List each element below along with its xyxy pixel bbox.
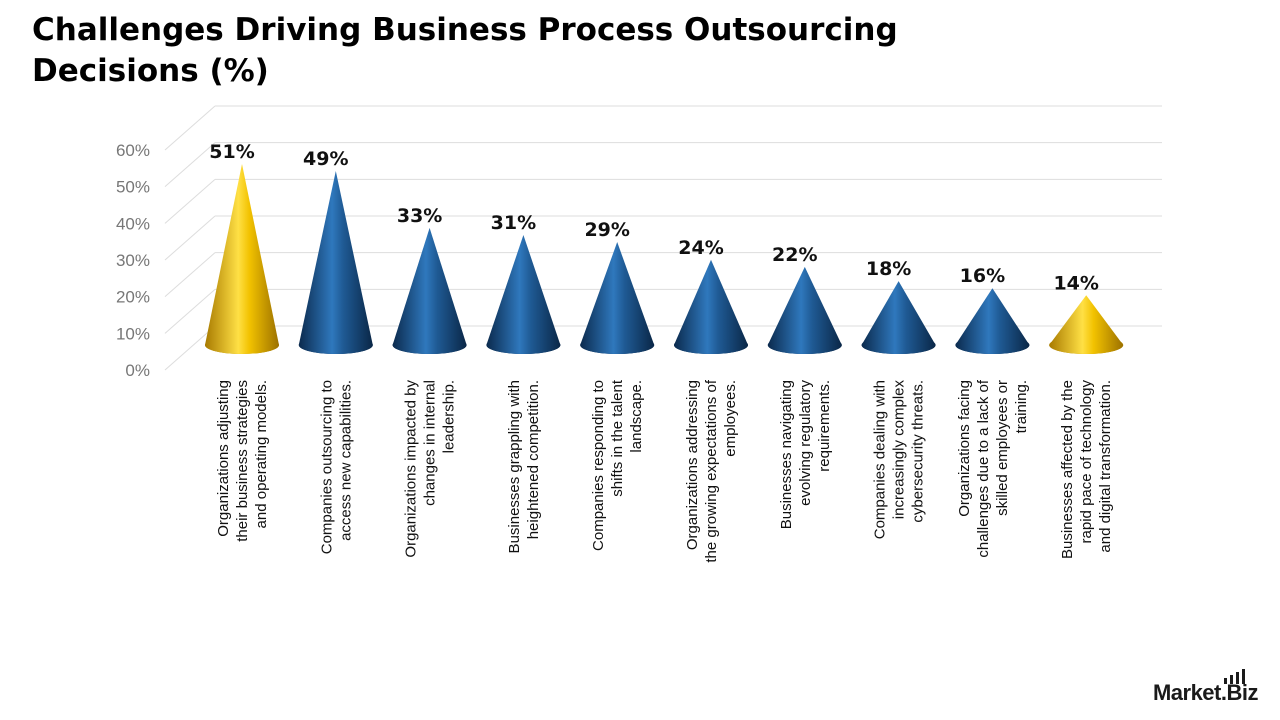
data-label: 22% bbox=[772, 244, 817, 266]
gridline-depth bbox=[164, 215, 216, 261]
cone-bar bbox=[392, 227, 467, 354]
cone-body bbox=[298, 171, 373, 354]
category-label: Companies dealing with increasingly compl… bbox=[872, 380, 927, 540]
data-label: 51% bbox=[209, 141, 254, 163]
cone-bar bbox=[1049, 295, 1124, 354]
brand-logo: Market.Biz bbox=[1152, 680, 1259, 705]
category-label: Businesses navigating evolving regulatory… bbox=[778, 380, 833, 530]
gridline-depth bbox=[164, 142, 216, 188]
gridline-depth bbox=[164, 288, 216, 334]
y-tick-label: 30% bbox=[116, 251, 150, 270]
cone-bar bbox=[205, 163, 279, 354]
gridline-depth bbox=[164, 325, 216, 371]
category-label: Organizations addressing the growing expe… bbox=[684, 379, 739, 562]
cone-bar bbox=[955, 288, 1030, 354]
category-label: Companies responding to shifts in the tal… bbox=[590, 379, 645, 551]
gridline-depth bbox=[164, 178, 216, 224]
data-label: 16% bbox=[960, 265, 1005, 287]
data-label: 49% bbox=[303, 148, 348, 170]
data-label: 24% bbox=[678, 237, 723, 259]
category-label: Organizations adjusting their business st… bbox=[215, 380, 270, 542]
y-tick-label: 40% bbox=[116, 214, 150, 233]
cone-body bbox=[674, 259, 748, 354]
gridlines bbox=[164, 105, 1162, 371]
cone-bar bbox=[580, 242, 655, 354]
cone-body bbox=[580, 242, 655, 354]
category-label: Organizations facing challenges due to a … bbox=[956, 379, 1030, 557]
chart-title: Challenges Driving Business Process Outs… bbox=[32, 12, 898, 89]
cone-bar bbox=[767, 266, 842, 354]
data-labels: 51% 49% 33% 31% 29% 24% 22% 18% 16% 14% bbox=[209, 141, 1099, 294]
cone-body bbox=[1049, 295, 1124, 354]
cones bbox=[205, 163, 1124, 354]
data-label: 18% bbox=[866, 258, 911, 280]
category-label: Companies outsourcing to access new capab… bbox=[318, 380, 354, 554]
category-label: Organizations impacted by changes in inte… bbox=[403, 380, 458, 558]
category-label: Businesses grappling with heightened comp… bbox=[506, 380, 542, 553]
gridline-depth bbox=[164, 252, 216, 298]
cone-bar bbox=[861, 281, 936, 354]
category-labels: Organizations adjusting their business st… bbox=[215, 379, 1114, 562]
y-tick-label: 10% bbox=[116, 324, 150, 343]
data-label: 33% bbox=[397, 205, 442, 227]
bar-chart-logo-icon bbox=[1224, 669, 1245, 684]
cone-bar bbox=[674, 259, 748, 354]
cone-bar bbox=[486, 234, 561, 354]
y-tick-label: 50% bbox=[116, 178, 150, 197]
y-axis: 0% 10% 20% 30% 40% 50% 60% bbox=[116, 141, 150, 380]
y-tick-label: 60% bbox=[116, 141, 150, 160]
category-label: Businesses affected by the rapid pace of … bbox=[1059, 380, 1114, 560]
cone-bar bbox=[298, 171, 373, 354]
cone-body bbox=[767, 266, 842, 354]
cone-body bbox=[486, 234, 561, 354]
cone-body bbox=[205, 163, 279, 354]
y-tick-label: 20% bbox=[116, 288, 150, 307]
cone-body bbox=[955, 288, 1030, 354]
y-tick-label: 0% bbox=[125, 361, 150, 380]
gridline-depth bbox=[164, 105, 216, 151]
cone-body bbox=[392, 227, 467, 354]
data-label: 29% bbox=[584, 219, 629, 241]
data-label: 31% bbox=[491, 212, 536, 234]
data-label: 14% bbox=[1053, 272, 1098, 294]
cone-body bbox=[861, 281, 936, 354]
